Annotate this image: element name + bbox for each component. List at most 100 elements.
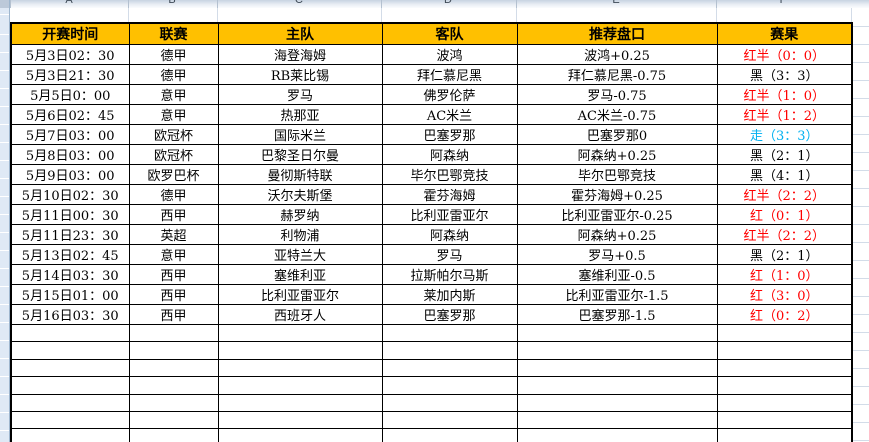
cell-league[interactable]: 西甲: [128, 304, 219, 325]
empty-cell[interactable]: [217, 428, 383, 442]
empty-cell[interactable]: [128, 428, 219, 442]
cell-handicap[interactable]: 罗马+0.5: [516, 244, 718, 265]
cell-time[interactable]: 5月7日03：00: [10, 124, 130, 145]
cell-handicap[interactable]: 霍芬海姆+0.25: [516, 184, 718, 205]
empty-cell[interactable]: [10, 358, 130, 378]
cell-result[interactable]: 黑（3：3）: [716, 64, 853, 85]
cell-handicap[interactable]: 巴塞罗那0: [516, 124, 718, 145]
empty-cell[interactable]: [381, 376, 518, 395]
cell-home-team[interactable]: 海登海姆: [217, 44, 383, 65]
cell-home-team[interactable]: 沃尔夫斯堡: [217, 184, 383, 205]
column-letter[interactable]: C: [295, 0, 303, 6]
cell-handicap[interactable]: 阿森纳+0.25: [516, 224, 718, 245]
cell-result[interactable]: 红（1：0）: [716, 264, 853, 285]
cell-home-team[interactable]: 赫罗纳: [217, 204, 383, 225]
empty-cell[interactable]: [716, 376, 853, 395]
empty-cell[interactable]: [217, 358, 383, 378]
cell-time[interactable]: 5月5日0：00: [10, 84, 130, 105]
cell-result[interactable]: 红（3：0）: [716, 284, 853, 305]
cell-time[interactable]: 5月3日21：30: [10, 64, 130, 85]
cell-handicap[interactable]: 拜仁慕尼黑-0.75: [516, 64, 718, 85]
cell-league[interactable]: 西甲: [128, 204, 219, 225]
cell-result[interactable]: 黑（2：1）: [716, 244, 853, 265]
cell-home-team[interactable]: 亚特兰大: [217, 244, 383, 265]
row-headers-strip[interactable]: [0, 8, 10, 442]
empty-cell[interactable]: [516, 393, 718, 412]
empty-cell[interactable]: [128, 376, 219, 395]
empty-cell[interactable]: [516, 323, 718, 343]
cell-result[interactable]: 红（0：1）: [716, 204, 853, 225]
cell-league[interactable]: 德甲: [128, 64, 219, 85]
empty-cell[interactable]: [716, 428, 853, 442]
header-cell-result[interactable]: 赛果: [716, 22, 853, 45]
cell-time[interactable]: 5月14日03：30: [10, 264, 130, 285]
cell-handicap[interactable]: 阿森纳+0.25: [516, 144, 718, 165]
empty-cell[interactable]: [217, 341, 383, 360]
column-letter[interactable]: D: [444, 0, 452, 6]
cell-handicap[interactable]: 比利亚雷亚尔-0.25: [516, 204, 718, 225]
empty-cell[interactable]: [381, 410, 518, 430]
cell-result[interactable]: 红半（2：2）: [716, 224, 853, 245]
column-letter[interactable]: A: [65, 0, 73, 6]
empty-cell[interactable]: [381, 358, 518, 378]
cell-league[interactable]: 欧冠杯: [128, 144, 219, 165]
header-cell-handicap[interactable]: 推荐盘口: [516, 22, 718, 45]
cell-league[interactable]: 欧冠杯: [128, 124, 219, 145]
cell-time[interactable]: 5月9日03：00: [10, 164, 130, 185]
cell-away-team[interactable]: 拉斯帕尔马斯: [381, 264, 518, 285]
select-all-corner[interactable]: [0, 0, 10, 8]
cell-handicap[interactable]: 比利亚雷亚尔-1.5: [516, 284, 718, 305]
cell-away-team[interactable]: 巴塞罗那: [381, 124, 518, 145]
cell-home-team[interactable]: 塞维利亚: [217, 264, 383, 285]
cell-time[interactable]: 5月3日02：30: [10, 44, 130, 65]
empty-cell[interactable]: [128, 358, 219, 378]
empty-cell[interactable]: [381, 323, 518, 343]
empty-cell[interactable]: [10, 428, 130, 442]
cell-away-team[interactable]: 比利亚雷亚尔: [381, 204, 518, 225]
cell-away-team[interactable]: 拜仁慕尼黑: [381, 64, 518, 85]
empty-cell[interactable]: [516, 376, 718, 395]
column-letter[interactable]: E: [612, 0, 620, 6]
cell-result[interactable]: 走（3：3）: [716, 124, 853, 145]
empty-cell[interactable]: [128, 323, 219, 343]
empty-cell[interactable]: [217, 376, 383, 395]
empty-cell[interactable]: [128, 341, 219, 360]
cell-away-team[interactable]: 毕尔巴鄂竞技: [381, 164, 518, 185]
cell-away-team[interactable]: 阿森纳: [381, 144, 518, 165]
cell-home-team[interactable]: RB莱比锡: [217, 64, 383, 85]
empty-cell[interactable]: [516, 341, 718, 360]
cell-handicap[interactable]: AC米兰-0.75: [516, 104, 718, 125]
cell-league[interactable]: 意甲: [128, 104, 219, 125]
cell-result[interactable]: 红半（1：2）: [716, 104, 853, 125]
cell-home-team[interactable]: 曼彻斯特联: [217, 164, 383, 185]
empty-cell[interactable]: [128, 410, 219, 430]
cell-league[interactable]: 欧罗巴杯: [128, 164, 219, 185]
cell-handicap[interactable]: 波鸿+0.25: [516, 44, 718, 65]
cell-time[interactable]: 5月16日03：30: [10, 304, 130, 325]
cell-home-team[interactable]: 巴黎圣日尔曼: [217, 144, 383, 165]
cell-league[interactable]: 德甲: [128, 184, 219, 205]
empty-cell[interactable]: [10, 341, 130, 360]
empty-cell[interactable]: [716, 341, 853, 360]
cell-result[interactable]: 黑（2：1）: [716, 144, 853, 165]
header-cell-home[interactable]: 主队: [217, 22, 383, 45]
empty-cell[interactable]: [10, 323, 130, 343]
cell-handicap[interactable]: 毕尔巴鄂竞技: [516, 164, 718, 185]
cell-away-team[interactable]: 佛罗伦萨: [381, 84, 518, 105]
empty-cell[interactable]: [716, 358, 853, 378]
cell-league[interactable]: 德甲: [128, 44, 219, 65]
cell-home-team[interactable]: 比利亚雷亚尔: [217, 284, 383, 305]
empty-cell[interactable]: [217, 410, 383, 430]
header-cell-time[interactable]: 开赛时间: [10, 22, 130, 45]
cell-time[interactable]: 5月10日02：30: [10, 184, 130, 205]
empty-cell[interactable]: [10, 376, 130, 395]
empty-cell[interactable]: [516, 358, 718, 378]
empty-cell[interactable]: [10, 410, 130, 430]
cell-away-team[interactable]: 阿森纳: [381, 224, 518, 245]
cell-home-team[interactable]: 利物浦: [217, 224, 383, 245]
cell-time[interactable]: 5月15日01：00: [10, 284, 130, 305]
empty-cell[interactable]: [716, 410, 853, 430]
column-letter[interactable]: B: [168, 0, 176, 6]
empty-cell[interactable]: [516, 428, 718, 442]
cell-league[interactable]: 西甲: [128, 284, 219, 305]
